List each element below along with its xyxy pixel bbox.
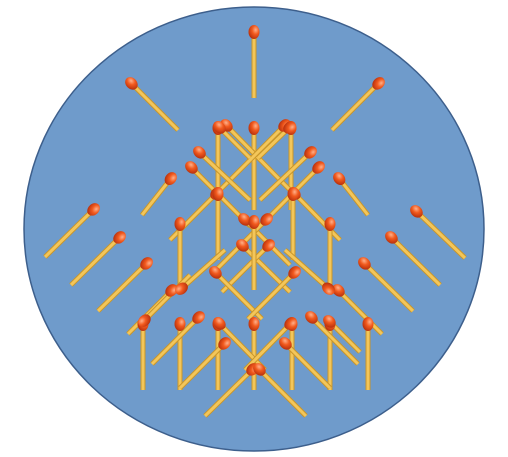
matchstick[interactable]: [330, 80, 382, 132]
match-head: [332, 284, 345, 297]
match-head: [238, 213, 251, 226]
matchstick[interactable]: [388, 234, 442, 287]
match-head: [262, 239, 275, 252]
match-head: [212, 187, 224, 201]
match-head: [138, 314, 151, 327]
match-head: [87, 203, 100, 216]
match-head: [283, 121, 296, 134]
matchstick[interactable]: [413, 208, 467, 260]
match-head: [125, 77, 138, 90]
match-head: [213, 317, 226, 330]
match-head: [218, 337, 231, 350]
match-head: [236, 239, 249, 252]
match-head: [193, 146, 206, 159]
match-head: [312, 161, 325, 174]
match-head: [174, 317, 186, 331]
matchstick[interactable]: [335, 287, 384, 336]
match-head: [304, 146, 317, 159]
match-head: [358, 257, 371, 270]
match-head: [410, 205, 423, 218]
matchstick[interactable]: [178, 248, 227, 292]
matchstick[interactable]: [203, 366, 256, 418]
match-head: [164, 172, 177, 186]
match-head: [284, 317, 297, 330]
matchstick[interactable]: [282, 340, 332, 390]
matchstick[interactable]: [246, 269, 298, 321]
match-head: [323, 315, 336, 328]
match-head-layer: [87, 25, 423, 376]
match-head: [324, 217, 336, 231]
match-head: [322, 282, 335, 295]
matchstick[interactable]: [128, 80, 180, 132]
matchstick[interactable]: [216, 320, 267, 372]
match-head: [362, 317, 374, 331]
match-head: [248, 25, 260, 39]
matchstick[interactable]: [243, 320, 294, 372]
match-head: [372, 77, 385, 90]
match-head: [185, 161, 198, 174]
matchstick[interactable]: [361, 260, 415, 313]
match-head: [174, 217, 186, 231]
match-head: [385, 231, 398, 244]
match-head: [260, 213, 273, 226]
matchstick[interactable]: [69, 234, 123, 287]
matchstick[interactable]: [43, 206, 97, 259]
matchstick[interactable]: [308, 314, 360, 366]
match-head: [248, 215, 260, 229]
match-head: [165, 284, 178, 297]
match-head: [288, 266, 301, 279]
match-head: [305, 311, 318, 324]
match-head: [213, 121, 226, 134]
match-head: [113, 231, 126, 244]
match-head: [209, 266, 222, 279]
match-head: [248, 121, 260, 135]
match-head: [248, 317, 260, 331]
match-head: [253, 363, 266, 376]
match-head: [175, 282, 188, 295]
matchstick[interactable]: [150, 314, 202, 366]
matchstick-layer: [43, 30, 467, 418]
matchstick[interactable]: [178, 340, 228, 390]
matchstick[interactable]: [283, 248, 332, 292]
match-head: [140, 257, 153, 270]
match-head: [333, 172, 346, 186]
matchstick[interactable]: [258, 149, 314, 202]
matchstick[interactable]: [256, 366, 308, 418]
matchstick[interactable]: [196, 149, 252, 202]
match-head: [279, 337, 292, 350]
matchstick[interactable]: [96, 260, 150, 313]
match-head: [287, 187, 299, 201]
match-head: [192, 311, 205, 324]
